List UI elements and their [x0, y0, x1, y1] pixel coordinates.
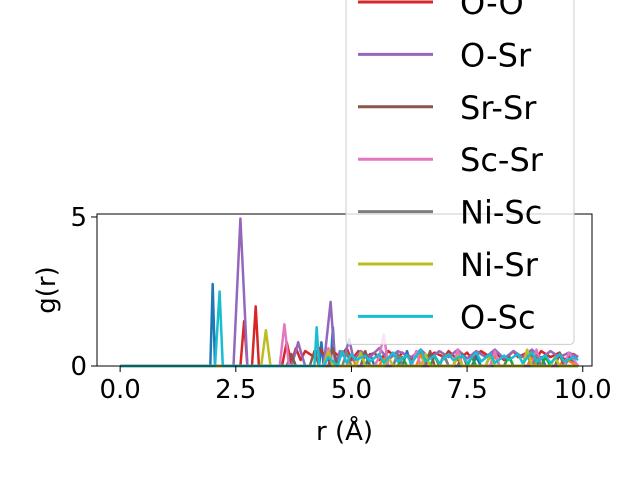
legend-box: [345, 0, 575, 345]
plot-frame: [96, 213, 593, 367]
x-tick-label-0: 0.0: [99, 375, 140, 405]
legend-label-1: O-Sr: [460, 36, 532, 74]
x-tick-label-2: 5.0: [331, 375, 372, 405]
legend-label-3: Sc-Sr: [460, 141, 544, 179]
series-line-4: [120, 217, 579, 368]
series-line-9: [120, 290, 579, 368]
legend-label-0: O-O: [460, 0, 524, 22]
legend-label-6: O-Sc: [460, 298, 536, 336]
x-axis: 0.0 2.5 5.0 7.5 10.0: [99, 366, 612, 405]
x-tick-label-4: 10.0: [554, 375, 612, 405]
x-tick-label-1: 2.5: [215, 375, 256, 405]
x-axis-label: r (Å): [316, 415, 373, 447]
y-tick-label-0: 0: [70, 352, 87, 382]
x-tick-label-3: 7.5: [446, 375, 487, 405]
legend-label-2: Sr-Sr: [460, 89, 537, 127]
y-tick-label-1: 5: [70, 203, 87, 233]
legend-label-5: Ni-Sr: [460, 246, 539, 284]
legend-label-4: Ni-Sc: [460, 194, 542, 232]
series-line-7: [120, 351, 579, 368]
legend: O-O O-Sr Sr-Sr Sc-Sr Ni-Sc Ni-Sr O-Sc: [345, 0, 575, 345]
y-axis: 05: [70, 203, 97, 382]
y-axis-label: g(r): [32, 266, 62, 313]
